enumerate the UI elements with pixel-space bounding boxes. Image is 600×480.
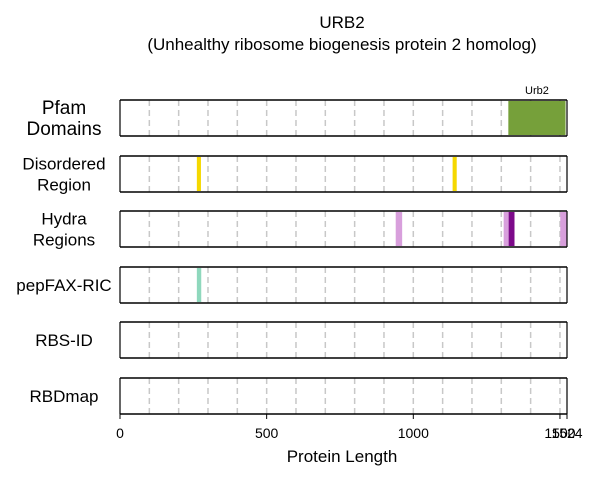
track-2: Disordered Region — [22, 154, 568, 194]
feature-bar — [560, 212, 567, 246]
x-tick-label: 1000 — [398, 425, 429, 441]
track-3: Hydra Regions — [33, 209, 568, 249]
track-label: pepFAX-RIC — [16, 276, 111, 295]
feature-bar — [395, 212, 403, 246]
feature-bar — [196, 268, 202, 302]
track-6: RBDmap — [30, 377, 568, 415]
chart-subtitle: (Unhealthy ribosome biogenesis protein 2… — [147, 35, 536, 54]
track-label: Hydra Regions — [33, 209, 95, 249]
feature-bar — [452, 157, 457, 191]
feature-bar — [196, 157, 201, 191]
track-label: RBDmap — [30, 387, 99, 406]
feature-bar — [508, 212, 515, 246]
track-label: Pfam Domains — [27, 98, 102, 140]
x-axis-label: Protein Length — [287, 447, 398, 466]
track-label: Disordered Region — [22, 154, 105, 194]
x-tick-label: 1524 — [551, 425, 582, 441]
feature-bar — [503, 212, 509, 246]
x-tick-label: 0 — [116, 425, 124, 441]
tracks: Urb2 Pfam Domains Disordered Region Hydra Regi… — [16, 85, 568, 415]
track-label: RBS-ID — [35, 331, 93, 350]
feature-label: Urb2 — [525, 85, 549, 97]
track-1: Urb2 Pfam Domains — [27, 85, 568, 140]
track-4: pepFAX-RIC — [16, 266, 568, 304]
x-tick-label: 1500 — [544, 425, 575, 441]
x-tick-label: 500 — [255, 425, 279, 441]
track-5: RBS-ID — [35, 321, 568, 359]
feature-bar — [508, 101, 566, 135]
chart-title: URB2 — [319, 13, 364, 32]
